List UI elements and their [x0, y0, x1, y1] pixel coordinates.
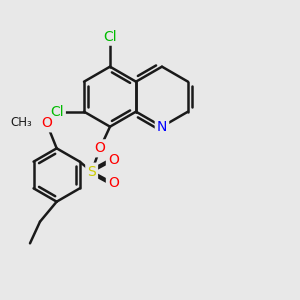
Text: CH₃: CH₃: [10, 116, 32, 129]
Text: N: N: [157, 120, 167, 134]
Text: Cl: Cl: [50, 105, 64, 119]
Text: O: O: [108, 153, 119, 167]
Text: S: S: [87, 165, 96, 179]
Text: Cl: Cl: [103, 30, 117, 44]
Text: O: O: [41, 116, 52, 130]
Text: O: O: [94, 141, 105, 155]
Text: O: O: [108, 176, 119, 190]
